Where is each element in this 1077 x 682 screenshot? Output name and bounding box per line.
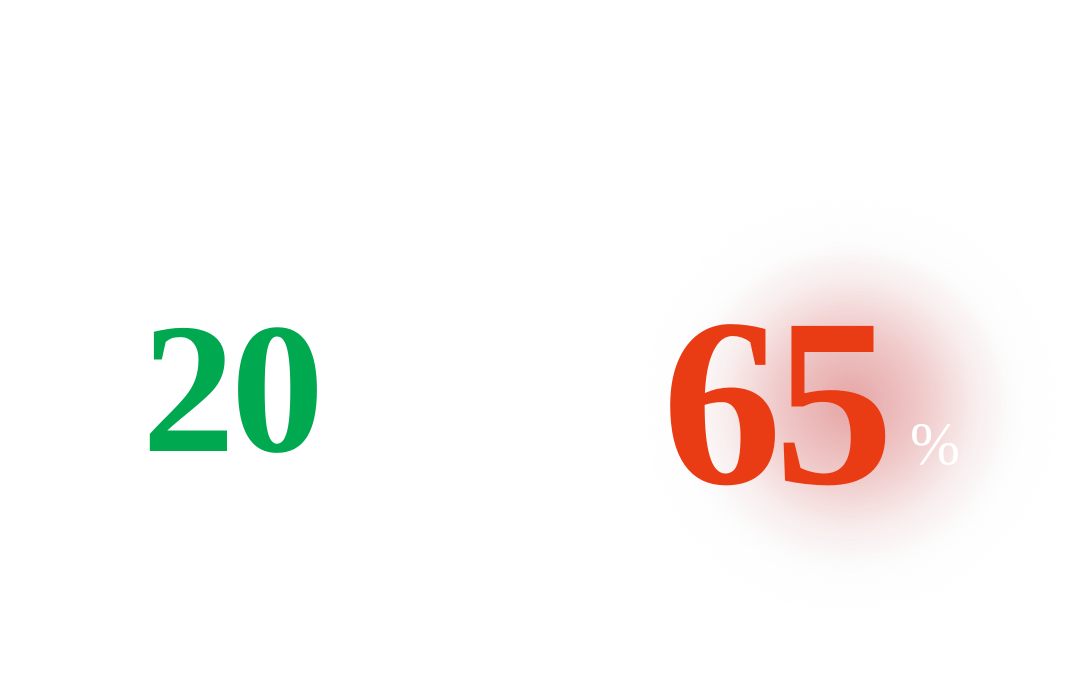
- stat-unit-percent: %: [910, 411, 960, 477]
- stat-value-right: 65: [662, 269, 894, 535]
- stat-value-left: 20: [142, 286, 324, 492]
- stat-glow-inner: [690, 250, 1010, 570]
